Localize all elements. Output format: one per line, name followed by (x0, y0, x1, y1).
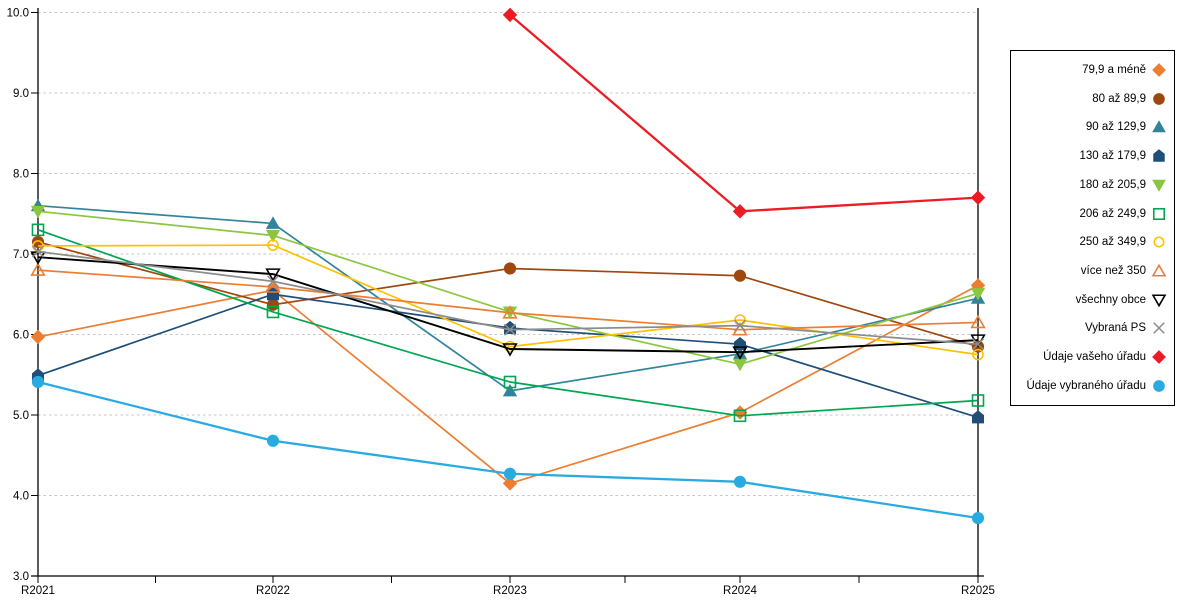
triangle-down-legend-icon (1152, 179, 1166, 192)
triangle-up-legend-icon (1151, 263, 1167, 277)
series-line (37, 229, 979, 417)
diamond-legend-icon (1152, 350, 1166, 365)
pentagon-legend-icon (1153, 149, 1165, 162)
legend-item: více než 350 (1011, 259, 1174, 283)
x-axis-label: R2021 (21, 585, 55, 597)
y-axis-label: 5.0 (13, 410, 29, 422)
series-line (37, 256, 979, 354)
series-line (37, 380, 979, 520)
x-axis-label: R2022 (256, 585, 290, 597)
legend-item: 250 až 349,9 (1011, 230, 1174, 254)
square-legend-icon (1152, 207, 1166, 220)
legend-item: 206 až 249,9 (1011, 202, 1174, 226)
series-line (37, 269, 979, 331)
triangle-up-legend-icon (1152, 120, 1166, 133)
legend-item: 180 až 205,9 (1011, 173, 1174, 197)
series-line (37, 204, 979, 392)
y-axis-label: 9.0 (13, 88, 29, 100)
y-axis-label: 8.0 (13, 169, 29, 181)
legend-item: 130 až 179,9 (1011, 144, 1174, 168)
circle-legend-icon (1153, 92, 1165, 105)
legend-item: všechny obce (1011, 288, 1174, 312)
legend-item-label: 180 až 205,9 (1079, 178, 1146, 191)
circle-legend-icon (1153, 236, 1165, 248)
legend-item-label: 79,9 a méně (1082, 64, 1146, 76)
legend-item: 90 až 129,9 (1011, 115, 1174, 139)
legend-item-label: více než 350 (1080, 265, 1146, 278)
legend-item-label: Údaje vašeho úřadu (1043, 351, 1146, 364)
legend-item: Údaje vašeho úřadu (1011, 345, 1174, 369)
y-axis-label: 6.0 (13, 330, 29, 342)
y-axis-label: 4.0 (13, 491, 29, 503)
legend-item-label: Vybraná PS (1085, 322, 1146, 335)
legend-item-label: 250 až 349,9 (1079, 236, 1146, 249)
y-axis-label: 3.0 (13, 571, 29, 583)
series-line (509, 14, 979, 213)
x-axis-label: R2023 (493, 585, 527, 597)
triangle-down-legend-icon (1151, 294, 1167, 308)
legend: 79,9 a méně 80 až 89,9 90 až 129,9 130 až 1… (1010, 50, 1175, 406)
legend-item: Údaje vybraného úřadu (1011, 374, 1174, 398)
legend-item: 80 až 89,9 (1011, 87, 1174, 111)
series-line (37, 244, 979, 356)
legend-item-label: 206 až 249,9 (1079, 207, 1146, 220)
legend-item-label: všechny obce (1075, 293, 1146, 306)
legend-item: Vybraná PS (1011, 316, 1174, 340)
legend-item-label: 130 až 179,9 (1079, 150, 1146, 163)
legend-item-label: 80 až 89,9 (1092, 92, 1146, 105)
x-axis-label: R2024 (723, 585, 757, 597)
diamond-legend-icon (1152, 63, 1166, 77)
cross-legend-icon (1153, 322, 1165, 335)
circle-legend-icon (1153, 380, 1165, 392)
legend-item-label: Údaje vybraného úřadu (1026, 379, 1146, 392)
y-axis-label: 7.0 (13, 249, 29, 261)
legend-item: 79,9 a méně (1011, 58, 1174, 82)
legend-item-label: 90 až 129,9 (1085, 121, 1146, 134)
y-axis-label: 10.0 (7, 8, 29, 20)
x-axis-label: R2025 (961, 585, 995, 597)
